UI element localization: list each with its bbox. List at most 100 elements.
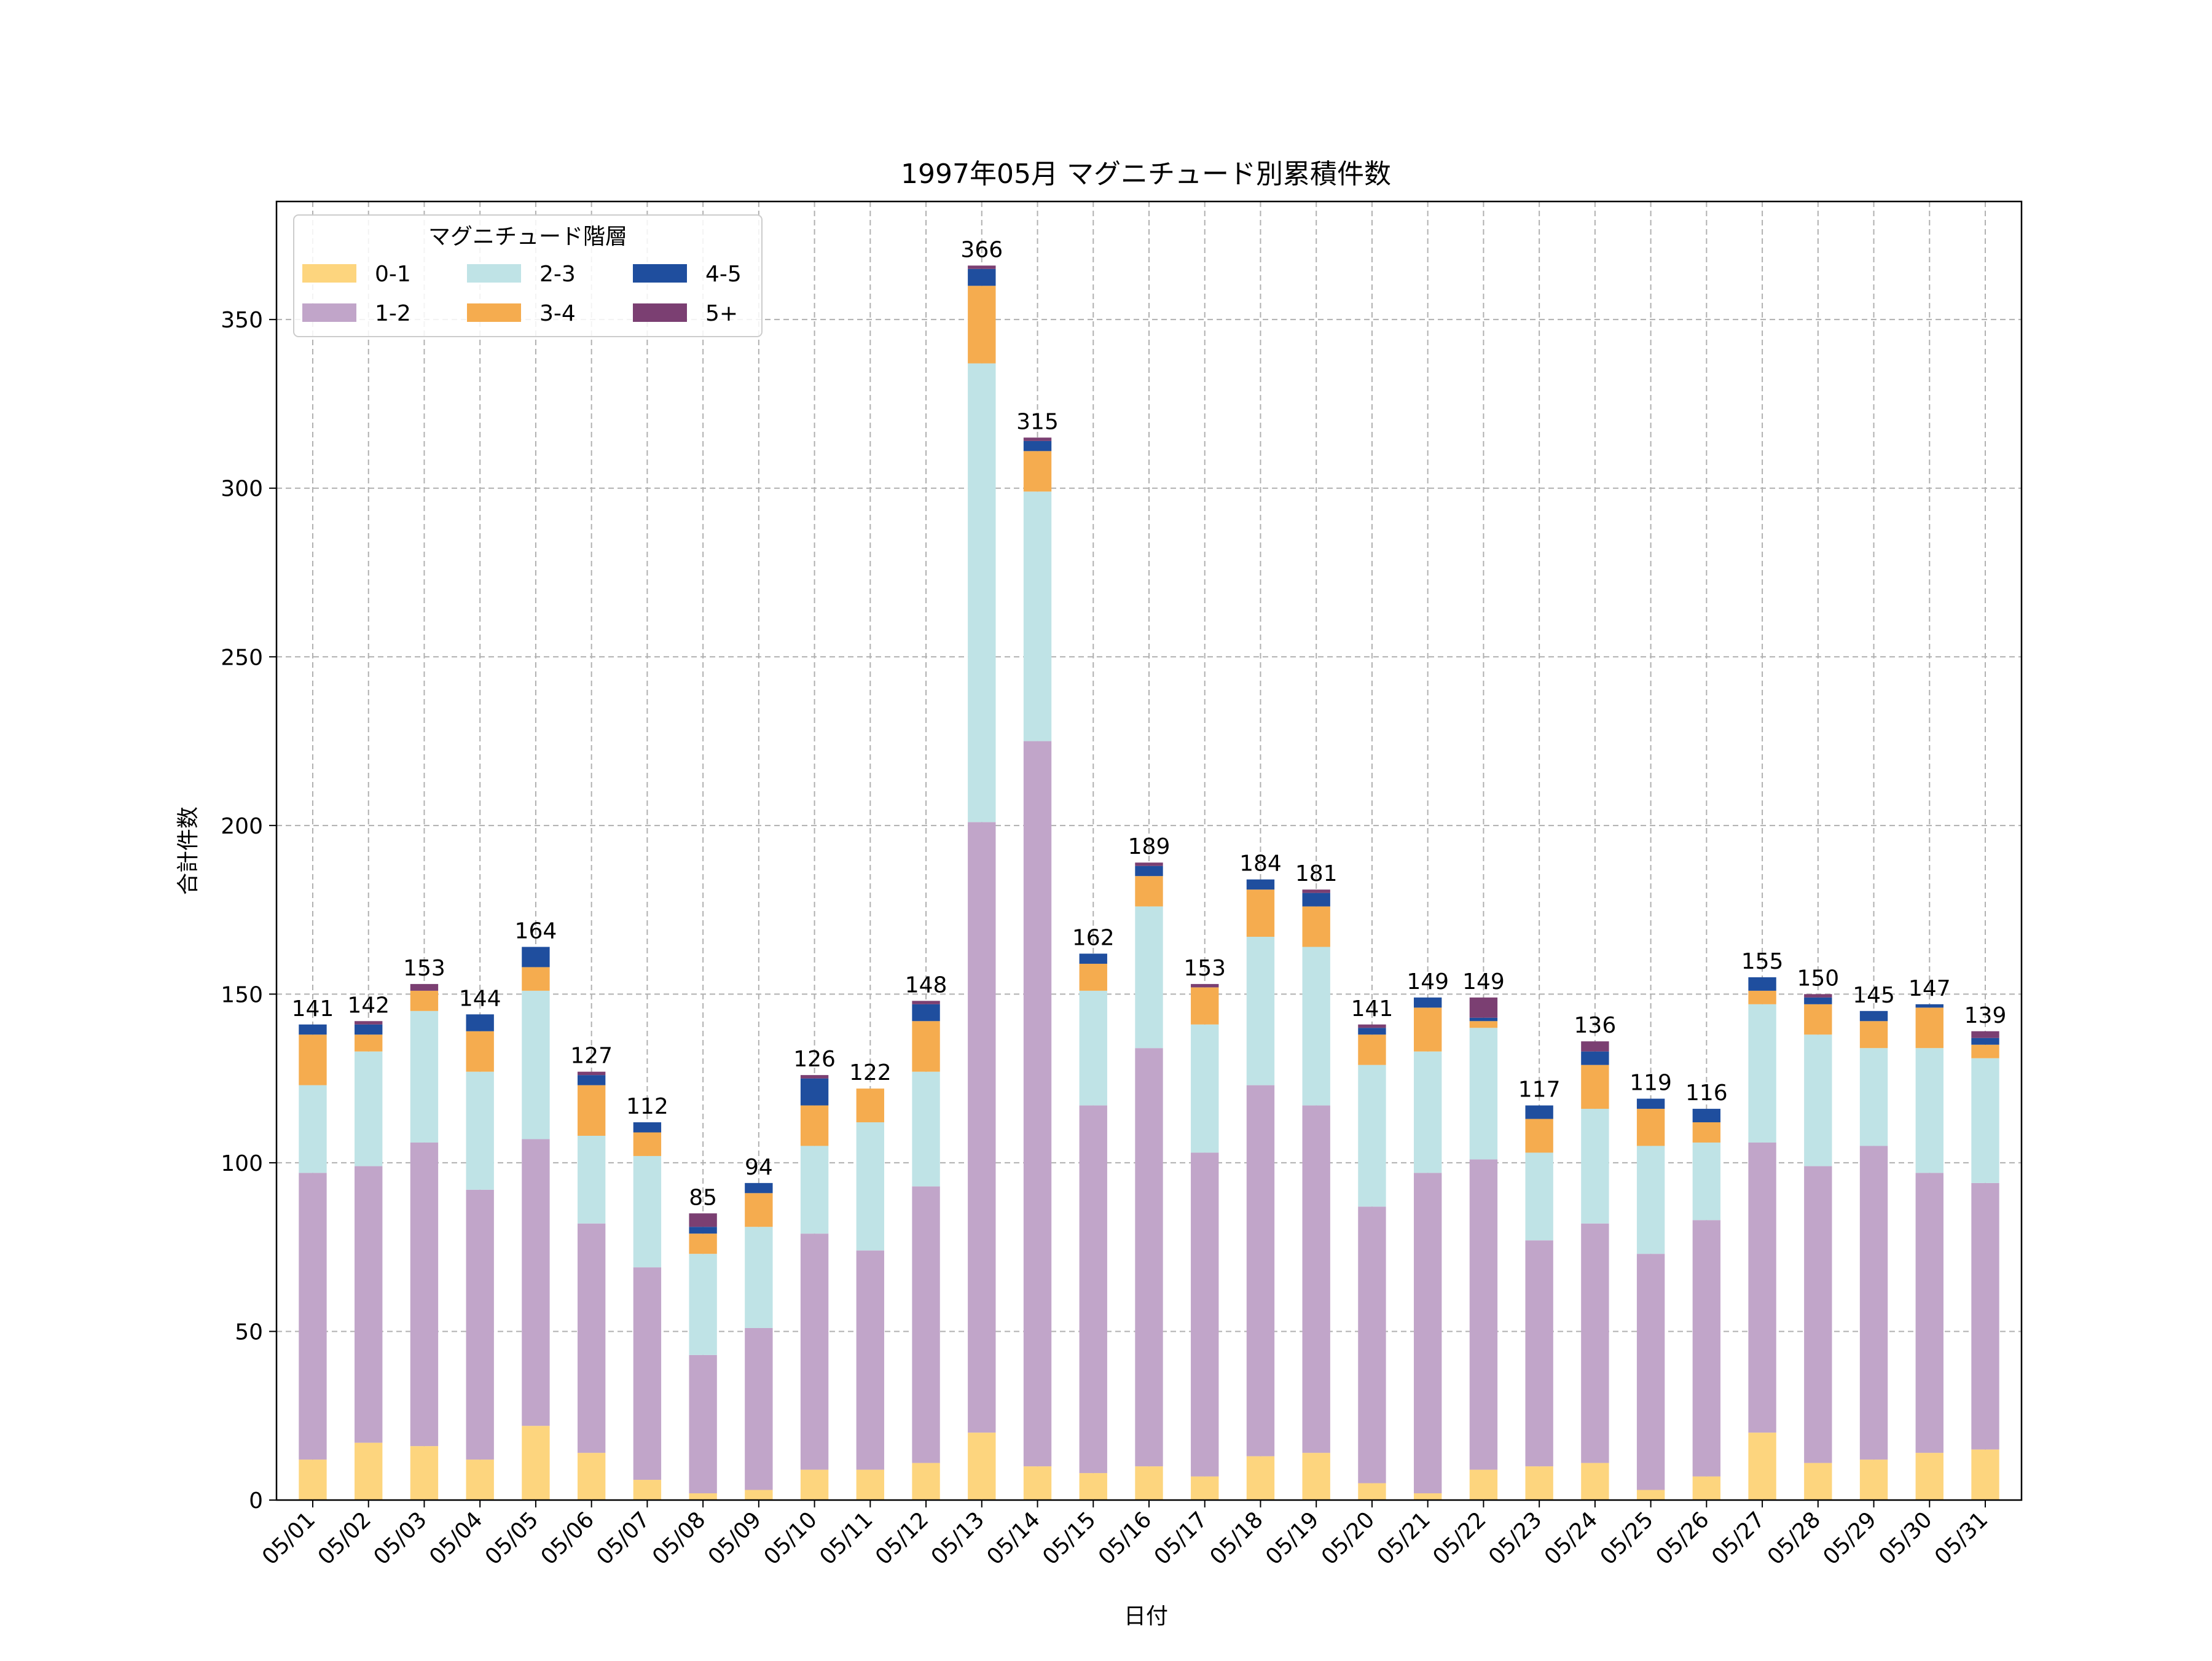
y-tick-label: 150 [221, 982, 263, 1007]
bar-segment-0-1 [1135, 1466, 1163, 1500]
total-label: 116 [1685, 1081, 1728, 1106]
bar-segment-4-5 [1525, 1105, 1553, 1119]
bar-segment-2-3 [912, 1071, 940, 1187]
legend-label: 5+ [705, 301, 738, 326]
bar-segment-4-5 [1023, 440, 1052, 451]
bar-segment-5+ [410, 983, 439, 991]
x-tick-label: 05/15 [1038, 1507, 1100, 1569]
bar-segment-2-3 [1804, 1034, 1832, 1167]
total-label: 141 [1351, 996, 1394, 1022]
bar-segment-4-5 [1469, 1017, 1498, 1022]
bar-segment-0-1 [577, 1453, 606, 1500]
bar-segment-2-3 [1469, 1028, 1498, 1160]
bar-segment-4-5 [1971, 1038, 1999, 1045]
bar-segment-1-2 [577, 1223, 606, 1453]
bar-segment-1-2 [1469, 1159, 1498, 1470]
total-label: 189 [1128, 834, 1171, 859]
bar-segment-1-2 [1023, 741, 1052, 1467]
bar-segment-2-3 [633, 1155, 662, 1268]
x-tick-label: 05/25 [1596, 1507, 1658, 1569]
bar-segment-5+ [1358, 1024, 1386, 1028]
bar-segment-2-3 [1246, 937, 1275, 1085]
bar-segment-2-3 [800, 1146, 829, 1234]
legend-swatch [633, 303, 687, 322]
bar-segment-4-5 [522, 947, 550, 967]
x-tick-label: 05/02 [313, 1507, 376, 1569]
bar-segment-1-2 [1358, 1206, 1386, 1483]
total-label: 144 [459, 986, 501, 1011]
bar-segment-1-2 [745, 1327, 773, 1490]
bar-segment-1-2 [522, 1139, 550, 1426]
bar-segment-3-4 [800, 1105, 829, 1146]
x-tick-label: 05/01 [257, 1507, 320, 1569]
total-label: 150 [1797, 966, 1839, 991]
bar-segment-2-3 [1302, 947, 1330, 1106]
legend-swatch [467, 264, 521, 283]
bar-segment-0-1 [299, 1460, 327, 1500]
bar-segment-2-3 [1915, 1048, 1943, 1173]
bar-segment-1-2 [800, 1233, 829, 1470]
x-tick-label: 05/12 [871, 1507, 933, 1569]
bar-segment-0-1 [1079, 1473, 1107, 1500]
bar-segment-3-4 [1135, 876, 1163, 907]
bar-segment-5+ [1191, 983, 1219, 988]
bar-segment-2-3 [1859, 1048, 1888, 1146]
bar-segment-3-4 [1804, 1004, 1832, 1035]
bar-segment-3-4 [689, 1233, 717, 1254]
bar-segment-3-4 [912, 1021, 940, 1072]
bar-segment-3-4 [355, 1034, 383, 1052]
x-tick-label: 05/13 [927, 1507, 989, 1569]
bar-segment-2-3 [1358, 1065, 1386, 1207]
x-tick-label: 05/18 [1205, 1507, 1268, 1569]
bar-segment-1-2 [1525, 1240, 1553, 1467]
bar-segment-1-2 [1246, 1085, 1275, 1456]
bar-segment-3-4 [577, 1085, 606, 1136]
bar-segment-3-4 [745, 1193, 773, 1227]
bar-segment-4-5 [912, 1004, 940, 1022]
bar-segment-4-5 [633, 1122, 662, 1133]
bar-segment-4-5 [1859, 1010, 1888, 1022]
total-label: 122 [849, 1060, 892, 1085]
total-label: 142 [347, 993, 390, 1018]
x-tick-label: 05/29 [1819, 1507, 1881, 1569]
bar-segment-0-1 [800, 1469, 829, 1500]
x-tick-label: 05/23 [1484, 1507, 1547, 1569]
y-tick-label: 100 [221, 1151, 263, 1176]
bar-segment-1-2 [355, 1166, 383, 1443]
x-tick-label: 05/21 [1373, 1507, 1435, 1569]
y-tick-label: 250 [221, 645, 263, 670]
total-label: 127 [570, 1044, 613, 1069]
bar-segment-2-3 [577, 1135, 606, 1224]
bar-segment-2-3 [968, 363, 996, 823]
bar-segment-4-5 [466, 1014, 494, 1031]
bar-segment-0-1 [1302, 1453, 1330, 1500]
bar-segment-4-5 [800, 1078, 829, 1106]
bar-segment-2-3 [1581, 1109, 1609, 1224]
bar-segment-3-4 [1915, 1007, 1943, 1049]
bar-segment-0-1 [745, 1490, 773, 1500]
total-labels: 141 142 153 144 164 127 112 85 94 126 122 148 366 315… [292, 237, 2007, 1210]
bar-segment-2-3 [1636, 1146, 1665, 1254]
total-label: 145 [1853, 983, 1895, 1008]
bar-segment-4-5 [1358, 1028, 1386, 1035]
bar-segment-1-2 [1581, 1223, 1609, 1463]
bar-segment-4-5 [1413, 997, 1442, 1008]
total-label: 153 [403, 956, 445, 981]
bar-segment-2-3 [1023, 491, 1052, 741]
legend-label: 0-1 [375, 262, 411, 287]
x-tick-label: 05/30 [1874, 1507, 1937, 1569]
bar-segment-1-2 [1135, 1048, 1163, 1467]
bar-segment-5+ [1971, 1031, 1999, 1038]
total-label: 126 [793, 1047, 836, 1072]
bar-segment-5+ [1135, 862, 1163, 866]
x-tick-label: 05/22 [1428, 1507, 1491, 1569]
bar-segment-1-2 [1859, 1146, 1888, 1460]
bar-segment-2-3 [745, 1227, 773, 1328]
legend: マグニチュード階層 0-1 1-2 2-3 3-4 4-5 5+ [293, 214, 763, 337]
bar-segment-2-3 [1748, 1004, 1776, 1143]
bar-segment-3-4 [1246, 889, 1275, 937]
chart-title: 1997年05月 マグニチュード別累積件数 [901, 158, 1391, 190]
x-tick-label: 05/09 [704, 1507, 766, 1569]
total-label: 117 [1518, 1077, 1561, 1103]
